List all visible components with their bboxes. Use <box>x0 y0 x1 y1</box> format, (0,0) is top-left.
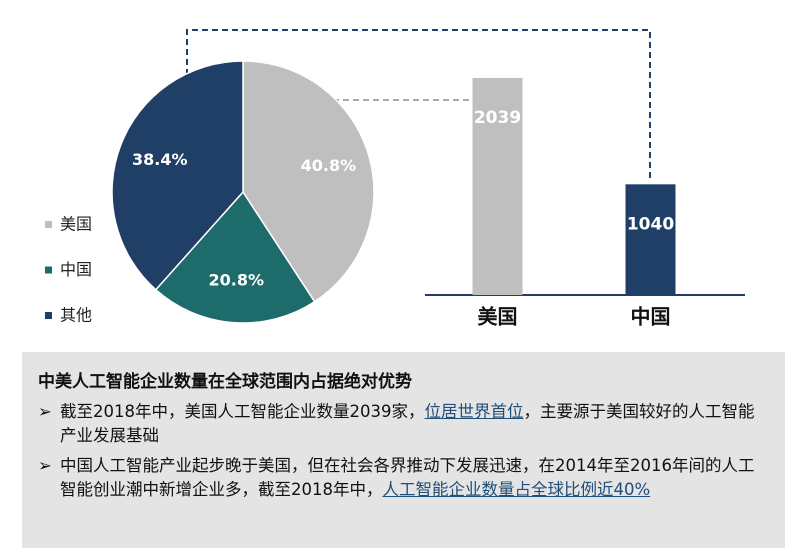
bullet-text: 截至2018年中，美国人工智能企业数量2039家， <box>60 402 425 421</box>
bullet-text: ，主要源于美国较好的人工智能产业发展基础 <box>60 402 755 445</box>
data-label: 38.4% <box>132 150 188 169</box>
link-text[interactable]: 位居世界首位 <box>424 402 524 421</box>
bullet: 截至2018年中，美国人工智能企业数量2039家，位居世界首位，主要源于美国较好… <box>38 400 765 448</box>
legend-marker <box>45 266 52 274</box>
bullet: 中国人工智能产业起步晚于美国，但在社会各界推动下发展迅速，在2014年至2016… <box>38 454 765 502</box>
summary-title: 中美人工智能企业数量在全球范围内占据绝对优势 <box>38 372 412 392</box>
data-label: 40.8% <box>301 156 357 175</box>
link-text[interactable]: 人工智能企业数量占全球比例近40% <box>382 480 651 499</box>
legend-label: 其他 <box>60 306 92 325</box>
legend-marker <box>45 221 52 228</box>
summary-box: 中美人工智能企业数量在全球范围内占据绝对优势 截至2018年中，美国人工智能企业… <box>22 352 785 548</box>
data-label: 2039 <box>474 108 521 128</box>
data-label: 1040 <box>627 214 674 234</box>
data-label: 20.8% <box>209 270 265 289</box>
x-tick-label: 美国 <box>478 305 518 329</box>
legend-marker <box>45 312 52 319</box>
bullet-text: 中国人工智能产业起步晚于美国，但在社会各界推动下发展迅速，在2014年至2016… <box>60 456 755 499</box>
legend-label: 中国 <box>60 260 92 279</box>
pie-slice <box>111 60 244 291</box>
bar <box>472 78 523 295</box>
bar <box>625 184 676 295</box>
pie-slice <box>154 190 316 324</box>
x-tick-label: 中国 <box>631 305 671 329</box>
connector <box>186 29 651 178</box>
legend-label: 美国 <box>60 215 92 234</box>
